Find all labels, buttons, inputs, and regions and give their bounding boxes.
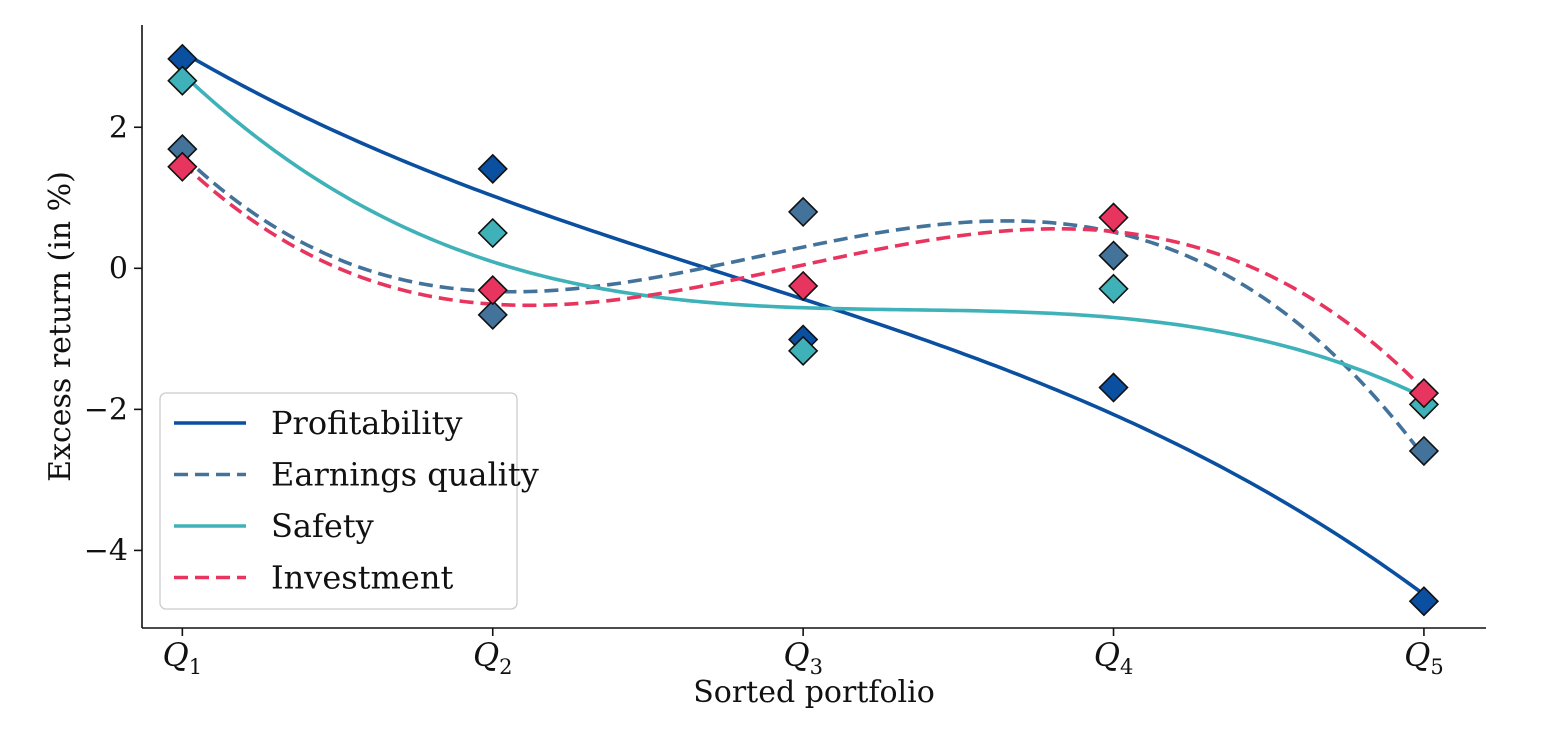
series-curve <box>181 161 1426 391</box>
data-point-marker <box>1408 378 1440 409</box>
data-point-marker <box>167 65 198 96</box>
data-point-marker <box>477 153 508 185</box>
data-point-marker <box>1098 202 1129 233</box>
data-point-marker <box>477 217 508 249</box>
y-tick-label: −2 <box>84 392 128 427</box>
axes <box>141 25 1486 629</box>
y-tick-label: −4 <box>84 533 128 568</box>
series-curve <box>181 72 1425 399</box>
legend: Profitability Earnings quality Safety Inves… <box>159 392 539 610</box>
data-point-marker <box>1098 372 1129 403</box>
x-tick-label: Q5 <box>1404 636 1444 679</box>
y-ticks: 2 0 −2 −4 <box>84 110 142 568</box>
data-point-marker <box>788 335 819 366</box>
data-point-marker <box>788 196 819 228</box>
data-point-marker <box>477 275 508 306</box>
legend-label: Earnings quality <box>271 456 539 494</box>
x-tick-label: Q1 <box>163 636 203 679</box>
data-point-marker <box>167 151 198 182</box>
data-point-marker <box>477 299 508 330</box>
x-tick-label: Q2 <box>473 636 513 679</box>
data-point-marker <box>1098 273 1129 304</box>
series-curve <box>181 153 1426 458</box>
data-markers <box>167 43 1440 617</box>
data-point-marker <box>1098 240 1129 271</box>
data-point-marker <box>1408 435 1440 467</box>
legend-label: Profitability <box>271 404 463 442</box>
x-tick-label: Q4 <box>1094 636 1134 679</box>
y-axis-title: Excess return (in %) <box>43 171 78 482</box>
data-point-marker <box>788 270 819 302</box>
x-axis-title: Sorted portfolio <box>693 675 935 710</box>
x-tick-label: Q3 <box>783 636 823 679</box>
y-tick-label: 0 <box>109 251 128 286</box>
legend-box <box>159 392 518 610</box>
x-ticks: Q1 Q2 Q3 Q4 Q5 <box>163 628 1444 679</box>
y-tick-label: 2 <box>109 110 128 145</box>
legend-label: Safety <box>271 507 374 545</box>
legend-label: Investment <box>271 559 453 597</box>
data-point-marker <box>1408 586 1440 617</box>
